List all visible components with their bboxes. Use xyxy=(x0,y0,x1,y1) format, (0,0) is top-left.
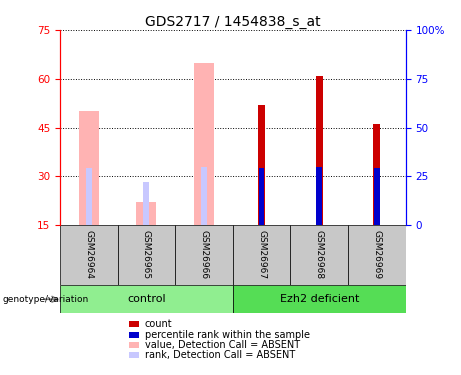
Bar xyxy=(258,105,265,225)
Text: genotype/variation: genotype/variation xyxy=(2,296,89,304)
Text: percentile rank within the sample: percentile rank within the sample xyxy=(145,330,310,339)
Text: Ezh2 deficient: Ezh2 deficient xyxy=(279,294,359,304)
Bar xyxy=(201,166,207,225)
Bar xyxy=(194,63,214,225)
Bar xyxy=(79,111,99,225)
Bar xyxy=(348,225,406,285)
Bar xyxy=(259,168,265,225)
Title: GDS2717 / 1454838_s_at: GDS2717 / 1454838_s_at xyxy=(145,15,320,29)
Text: GSM26966: GSM26966 xyxy=(200,230,208,280)
Bar xyxy=(374,168,380,225)
Bar xyxy=(118,225,175,285)
Text: GSM26964: GSM26964 xyxy=(84,231,93,279)
Bar xyxy=(233,225,290,285)
Bar xyxy=(290,225,348,285)
Text: GSM26968: GSM26968 xyxy=(315,230,324,280)
Bar xyxy=(233,285,406,313)
Bar xyxy=(60,225,118,285)
Bar xyxy=(60,285,233,313)
Bar xyxy=(373,124,380,225)
Text: control: control xyxy=(127,294,165,304)
Text: GSM26965: GSM26965 xyxy=(142,230,151,280)
Bar xyxy=(316,166,322,225)
Text: value, Detection Call = ABSENT: value, Detection Call = ABSENT xyxy=(145,340,300,350)
Bar xyxy=(316,75,323,225)
Bar xyxy=(175,225,233,285)
Text: GSM26969: GSM26969 xyxy=(372,230,381,280)
Bar xyxy=(143,182,149,225)
Text: count: count xyxy=(145,320,172,329)
Bar xyxy=(136,202,156,225)
Bar xyxy=(86,168,92,225)
Text: rank, Detection Call = ABSENT: rank, Detection Call = ABSENT xyxy=(145,350,295,360)
Text: GSM26967: GSM26967 xyxy=(257,230,266,280)
